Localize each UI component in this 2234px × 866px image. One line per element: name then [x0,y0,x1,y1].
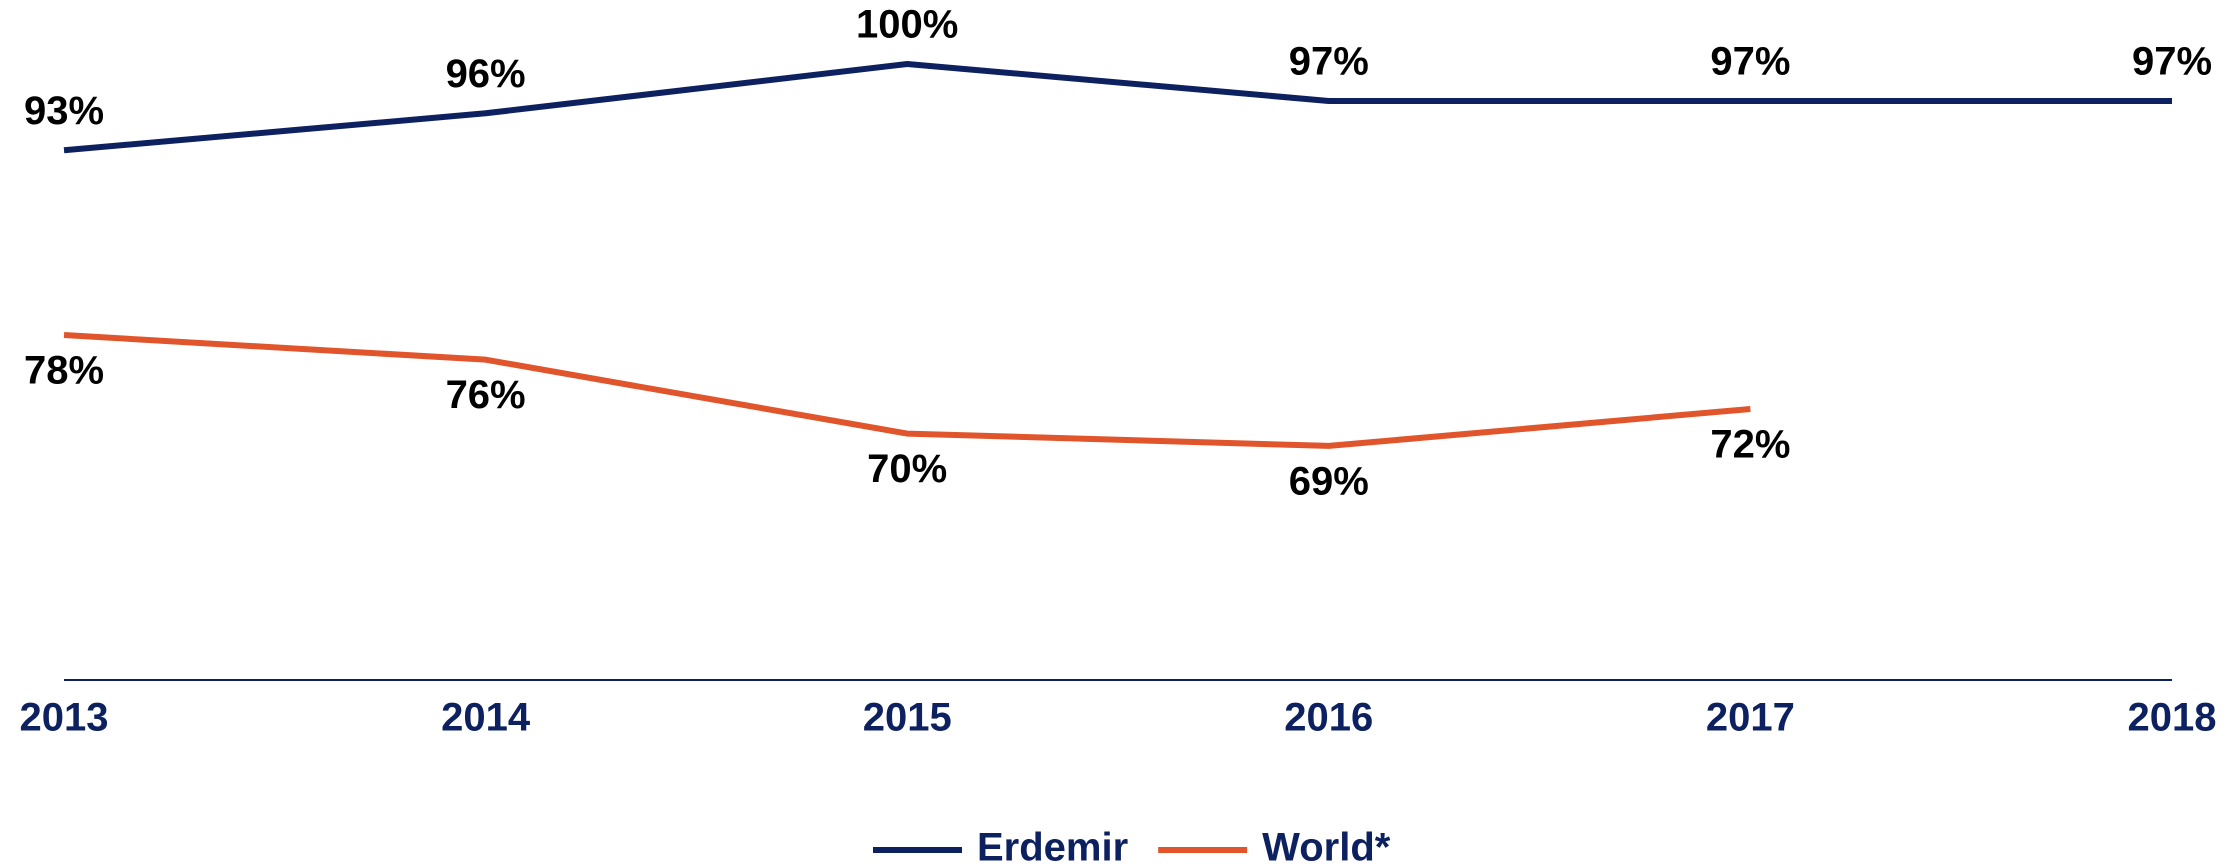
data-label: 97% [1710,40,1790,84]
x-tick-label: 2014 [441,696,531,740]
x-tick-label: 2017 [1706,696,1795,740]
data-label: 93% [24,89,104,133]
data-label: 69% [1289,459,1369,503]
data-label: 100% [856,3,958,47]
data-label: 97% [1289,40,1369,84]
x-tick-label: 2013 [20,696,109,740]
x-tick-label: 2018 [2128,696,2217,740]
legend-label: World* [1262,826,1391,866]
line [63,332,1751,449]
data-label: 72% [1710,423,1790,467]
data-label: 97% [2132,40,2212,84]
x-tick-label: 2015 [863,696,952,740]
x-tick-label: 2016 [1284,696,1373,740]
data-label: 76% [446,373,526,417]
data-label: 96% [446,52,526,96]
data-label: 78% [24,349,104,393]
legend-label: Erdemir [977,826,1128,866]
data-label: 70% [867,447,947,491]
line [63,61,2172,154]
